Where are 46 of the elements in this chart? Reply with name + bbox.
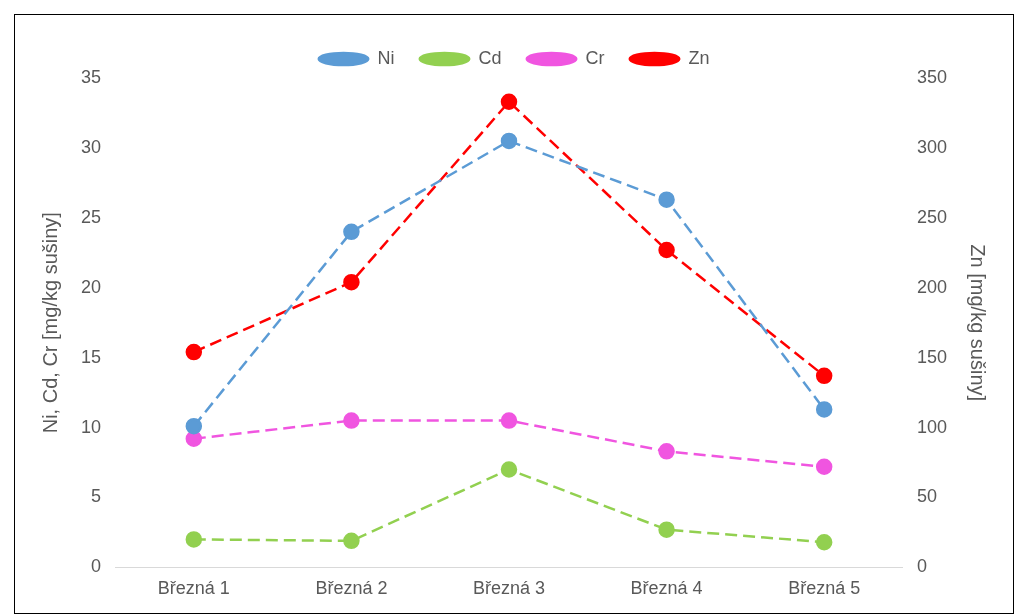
point <box>815 533 833 551</box>
point <box>815 458 833 475</box>
y2-tick-label: 0 <box>916 556 927 577</box>
y2-tick-label: 150 <box>916 346 948 367</box>
point <box>343 412 360 429</box>
y-tick-label: 35 <box>80 66 102 87</box>
point <box>658 443 675 460</box>
point <box>500 412 518 429</box>
point <box>500 461 518 478</box>
x-tick-label: Březná 3 <box>472 578 546 599</box>
y-tick-label: 25 <box>80 206 102 227</box>
y-tick-label: 0 <box>91 556 102 577</box>
y2-tick-label: 350 <box>916 66 948 87</box>
point <box>343 273 360 291</box>
legend-label: Ni <box>377 47 395 68</box>
point <box>343 223 360 241</box>
y-tick-label: 20 <box>80 276 102 297</box>
y2-tick-label: 100 <box>916 416 948 437</box>
point <box>815 367 833 385</box>
point <box>500 132 518 150</box>
y-tick-label: 10 <box>80 416 102 437</box>
legend-label: Zn <box>688 47 710 68</box>
point <box>658 191 675 208</box>
y-tick-label: 30 <box>80 136 102 157</box>
y-tick-label: 15 <box>80 346 102 367</box>
y2-tick-label: 200 <box>916 276 948 297</box>
legend-label: Cd <box>478 47 502 68</box>
y-axis-title: Ni, Cd, Cr [mg/kg sušiny] <box>38 212 61 434</box>
x-tick-label: Březná 5 <box>788 578 861 599</box>
point <box>658 241 675 259</box>
legend-label: Cr <box>585 47 605 68</box>
y2-axis-title: Zn [mg/kg sušiny] <box>967 244 990 402</box>
x-tick-label: Březná 2 <box>315 578 388 599</box>
y2-tick-label: 50 <box>916 486 937 507</box>
x-tick-label: Březná 1 <box>157 578 230 599</box>
point <box>185 417 203 435</box>
point <box>658 521 675 538</box>
point <box>343 532 360 550</box>
point <box>500 93 518 111</box>
y2-tick-label: 300 <box>916 136 948 157</box>
point <box>815 401 833 418</box>
y2-tick-label: 250 <box>916 206 948 227</box>
x-tick-label: Březná 4 <box>630 578 703 599</box>
y-tick-label: 5 <box>91 486 102 507</box>
point <box>185 531 203 548</box>
point <box>185 343 203 361</box>
